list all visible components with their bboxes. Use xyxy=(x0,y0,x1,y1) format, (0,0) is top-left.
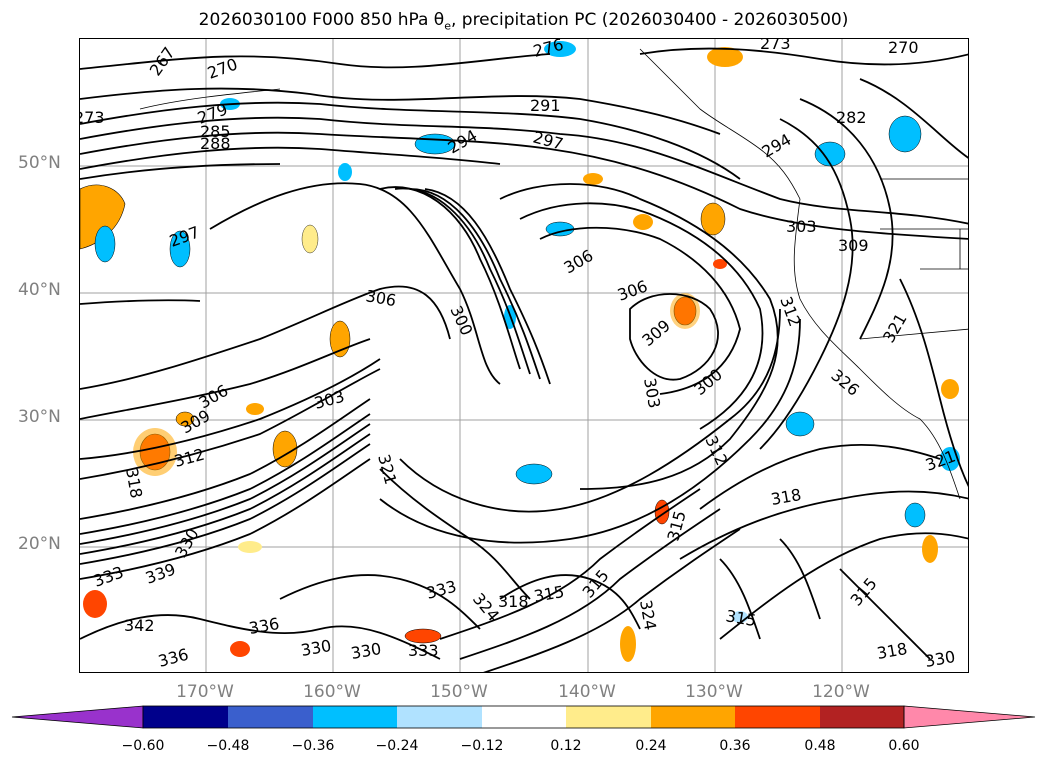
contour-label: 321 xyxy=(879,310,911,346)
contour-label: 270 xyxy=(205,54,240,82)
colorbar-segment xyxy=(651,706,735,728)
contour-label: 333 xyxy=(91,562,126,590)
contour-label: 288 xyxy=(200,134,231,153)
contour-label: 342 xyxy=(124,616,155,635)
contour-label: 315 xyxy=(532,582,565,606)
contour-label: 339 xyxy=(143,559,178,587)
contour-label: 321 xyxy=(374,452,400,486)
lon-label-120w: 120°W xyxy=(812,682,870,702)
contour-label: 282 xyxy=(836,108,867,127)
colorbar-segment xyxy=(313,706,397,728)
contour-label: 318 xyxy=(769,485,802,509)
contour-label: 273 xyxy=(760,39,791,53)
contour-label: 312 xyxy=(701,433,731,469)
contour-label: 306 xyxy=(561,246,597,278)
colorbar-tick: 0.48 xyxy=(804,738,836,754)
contour-label: 330 xyxy=(923,647,956,671)
colorbar-tick: 0.24 xyxy=(635,738,667,754)
lat-label-20n: 20°N xyxy=(18,534,61,554)
colorbar-tick: −0.48 xyxy=(206,738,250,754)
contour-label: 297 xyxy=(167,222,202,250)
colorbar-segment xyxy=(820,706,904,728)
contour-label: 273 xyxy=(80,108,105,127)
colorbar-tick: −0.60 xyxy=(121,738,165,754)
map-canvas: 267 270 273 276 273 270 279 285 288 291 … xyxy=(80,39,968,672)
contour-label: 306 xyxy=(615,276,650,304)
coastlines xyxy=(139,48,968,500)
contour-label: 330 xyxy=(299,636,332,660)
contour-label: 309 xyxy=(638,316,674,350)
lat-label-50n: 50°N xyxy=(18,153,61,173)
colorbar-segment xyxy=(397,706,482,728)
colorbar xyxy=(11,705,1036,729)
contour-label: 315 xyxy=(579,566,613,602)
colorbar-tick: 0.36 xyxy=(719,738,751,754)
contour-label: 318 xyxy=(498,592,529,611)
contour-label: 333 xyxy=(408,641,439,660)
lat-label-30n: 30°N xyxy=(18,407,61,427)
contour-label: 333 xyxy=(424,577,458,603)
contour-label: 303 xyxy=(312,387,346,413)
lat-label-40n: 40°N xyxy=(18,280,61,300)
lon-label-160w: 160°W xyxy=(303,682,361,702)
contour-label: 318 xyxy=(122,466,146,499)
contour-label: 303 xyxy=(786,217,817,236)
map-title: 2026030100 F000 850 hPa θe, precipitatio… xyxy=(198,10,849,33)
contour-label: 318 xyxy=(875,639,908,663)
colorbar-tick: 0.60 xyxy=(888,738,920,754)
colorbar-tick: −0.12 xyxy=(460,738,504,754)
contour-label: 300 xyxy=(690,365,726,399)
lon-label-140w: 140°W xyxy=(558,682,616,702)
colorbar-segment xyxy=(228,706,313,728)
contour-label: 309 xyxy=(838,236,869,255)
colorbar-segment xyxy=(903,705,1036,729)
contour-label: 294 xyxy=(759,130,795,162)
colorbar-segment xyxy=(143,706,228,728)
contour-label: 294 xyxy=(445,126,481,158)
colorbar-segment xyxy=(11,705,144,729)
contour-label: 297 xyxy=(531,128,565,154)
contour-label: 285 xyxy=(200,122,231,141)
contour-label: 336 xyxy=(247,614,280,638)
colorbar-segment xyxy=(566,706,651,728)
colorbar-tick: −0.24 xyxy=(375,738,419,754)
contour-label: 291 xyxy=(530,96,561,115)
lon-label-130w: 130°W xyxy=(685,682,743,702)
contour-label: 303 xyxy=(640,376,664,409)
lon-label-170w: 170°W xyxy=(176,682,234,702)
colorbar-segment xyxy=(735,706,820,728)
contour-label: 267 xyxy=(146,43,179,79)
contour-label: 330 xyxy=(349,639,382,663)
colorbar-tick: −0.36 xyxy=(291,738,335,754)
theta-e-contours xyxy=(80,47,968,672)
lon-label-150w: 150°W xyxy=(430,682,488,702)
colorbar-tick: 0.12 xyxy=(550,738,582,754)
precipitation-anomalies xyxy=(80,41,960,662)
map-plot-area: 267 270 273 276 273 270 279 285 288 291 … xyxy=(79,38,969,673)
contour-label: 336 xyxy=(156,645,190,671)
colorbar-segment xyxy=(482,706,566,728)
contour-label: 306 xyxy=(364,286,397,310)
contour-label: 300 xyxy=(446,303,476,339)
contour-label: 312 xyxy=(172,445,206,471)
contour-label: 276 xyxy=(531,39,565,61)
contour-label: 330 xyxy=(171,525,203,561)
contour-label: 270 xyxy=(888,39,919,57)
contour-label: 315 xyxy=(724,606,757,630)
contour-label: 326 xyxy=(827,366,863,400)
